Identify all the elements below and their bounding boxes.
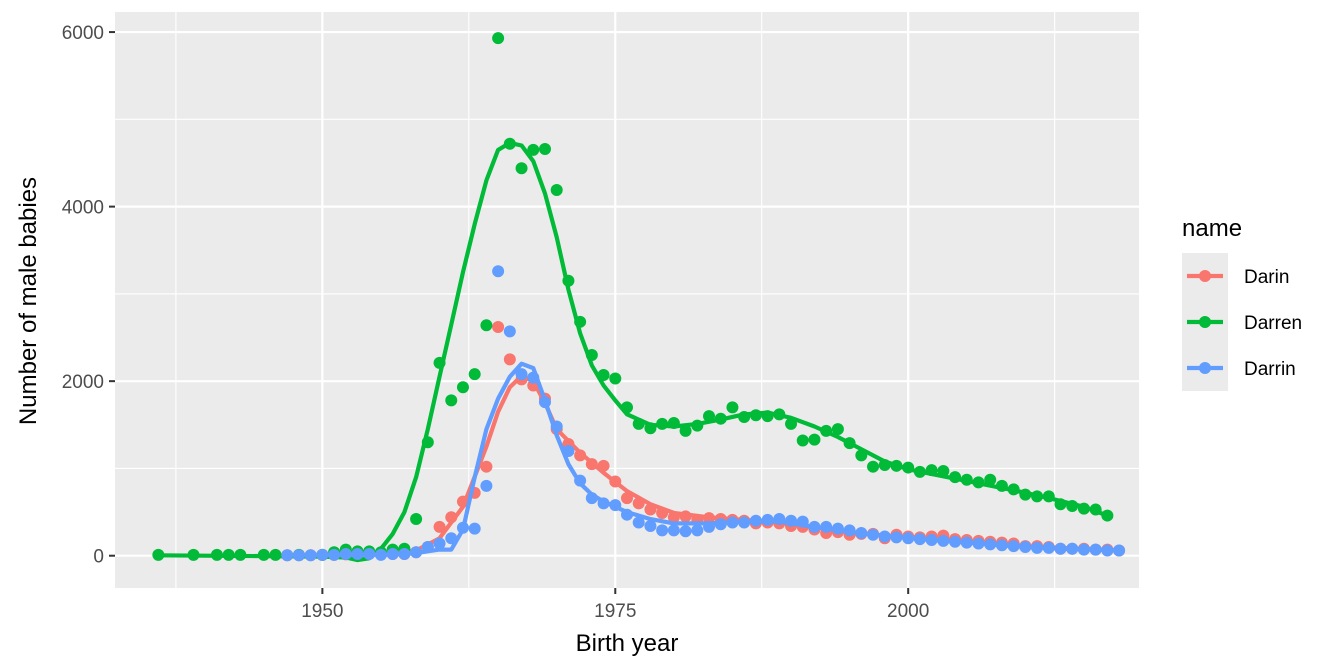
legend-key-point — [1199, 270, 1211, 282]
data-point — [456, 381, 469, 394]
data-point — [644, 520, 657, 533]
data-point — [433, 537, 446, 550]
series-darren — [152, 32, 1114, 563]
y-tick-label: 6000 — [62, 23, 104, 44]
data-point — [538, 143, 551, 156]
y-tick-label: 2000 — [62, 372, 104, 393]
data-point — [984, 473, 997, 486]
legend-key-point — [1199, 316, 1211, 328]
data-point — [656, 524, 669, 537]
legend: name Darin Darren Darrin — [1182, 215, 1302, 391]
y-tick-label: 0 — [93, 547, 104, 568]
x-axis: 1950 1975 2000 — [301, 588, 929, 622]
data-point — [445, 394, 458, 407]
data-point — [503, 353, 516, 366]
data-point — [527, 143, 540, 156]
legend-label: Darrin — [1244, 359, 1296, 380]
y-axis: 0 2000 4000 6000 — [62, 23, 115, 568]
y-tick-label: 4000 — [62, 198, 104, 219]
data-point — [679, 525, 692, 538]
legend-label: Darin — [1244, 267, 1289, 288]
x-tick-label: 2000 — [887, 601, 929, 622]
legend-title: name — [1182, 215, 1242, 242]
data-point — [609, 372, 622, 385]
data-point — [480, 479, 493, 492]
plot-area — [152, 32, 1126, 563]
data-point — [480, 460, 493, 473]
x-tick-label: 1975 — [594, 601, 636, 622]
data-point — [410, 513, 423, 526]
data-point — [492, 265, 505, 278]
data-point — [550, 184, 563, 197]
data-point — [503, 325, 516, 338]
data-point — [867, 460, 880, 473]
data-point — [831, 423, 844, 436]
series-darrin — [281, 265, 1126, 562]
smooth-line — [156, 140, 1110, 563]
smooth-line — [285, 361, 1122, 558]
data-point — [808, 433, 821, 446]
data-point — [691, 524, 704, 537]
data-point — [632, 516, 645, 529]
y-axis-title: Number of male babies — [15, 177, 42, 425]
data-point — [468, 368, 481, 381]
legend-item-darrin: Darrin — [1182, 345, 1296, 391]
data-point — [515, 162, 528, 175]
data-point — [515, 368, 528, 381]
data-point — [468, 522, 481, 535]
x-tick-label: 1950 — [301, 601, 343, 622]
data-point — [667, 524, 680, 537]
data-point — [480, 319, 493, 332]
x-axis-title: Birth year — [576, 630, 679, 657]
data-point — [492, 321, 505, 334]
legend-item-darren: Darren — [1182, 299, 1302, 345]
legend-key-point — [1199, 362, 1211, 374]
data-point — [726, 401, 739, 414]
data-point — [796, 434, 809, 447]
legend-label: Darren — [1244, 313, 1302, 334]
legend-item-darin: Darin — [1182, 253, 1289, 299]
data-point — [679, 424, 692, 437]
data-point — [433, 520, 446, 533]
grid-minor — [115, 12, 1139, 588]
data-point — [492, 32, 505, 45]
